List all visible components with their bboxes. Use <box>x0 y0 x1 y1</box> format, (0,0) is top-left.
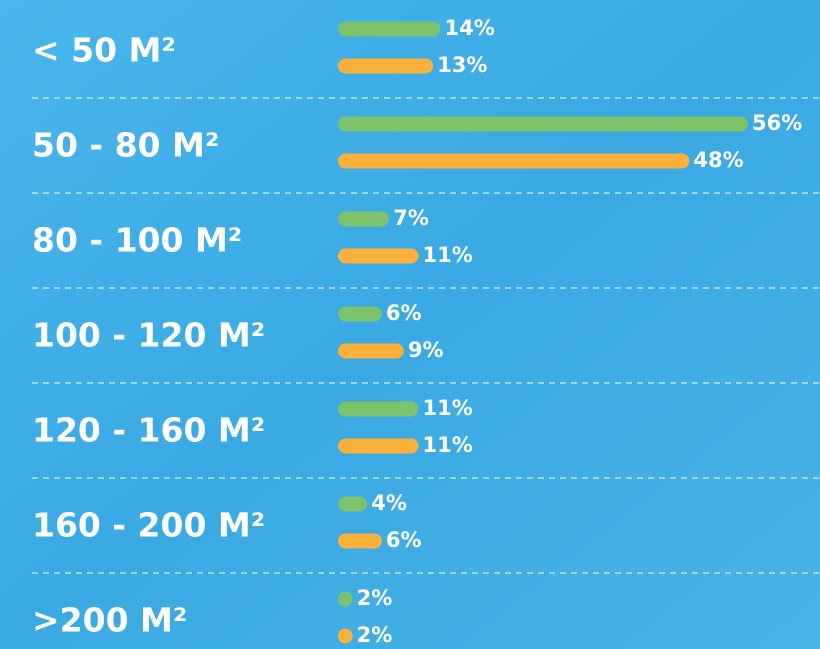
bar <box>338 343 404 359</box>
category-label: >200 M² <box>32 601 187 640</box>
category-label: 160 - 200 M² <box>32 506 265 545</box>
bar <box>338 401 419 417</box>
bar <box>338 496 368 512</box>
plot: < 50 M² 14% 13% 50 - 80 M² 56% 48% 80 - 100 M²… <box>32 16 820 647</box>
bar <box>338 628 353 644</box>
value-label: 7% <box>393 206 429 230</box>
category-label: < 50 M² <box>32 31 176 70</box>
category-label: 120 - 160 M² <box>32 411 265 450</box>
value-label: 11% <box>423 396 473 420</box>
value-label: 14% <box>445 16 495 40</box>
value-label: 56% <box>752 111 802 135</box>
value-label: 2% <box>357 586 393 610</box>
bar <box>338 306 382 322</box>
value-label: 13% <box>437 53 487 77</box>
category-label: 100 - 120 M² <box>32 316 265 355</box>
value-label: 6% <box>386 528 422 552</box>
value-label: 48% <box>693 148 743 172</box>
value-label: 6% <box>386 301 422 325</box>
value-label: 4% <box>371 491 407 515</box>
bar <box>338 21 441 37</box>
bar <box>338 211 390 227</box>
bar <box>338 153 690 169</box>
bar <box>338 591 353 607</box>
bar <box>338 248 419 264</box>
value-label: 11% <box>423 243 473 267</box>
bar <box>338 116 748 132</box>
bar <box>338 438 419 454</box>
category-label: 80 - 100 M² <box>32 221 242 260</box>
bar <box>338 58 434 74</box>
value-label: 11% <box>423 433 473 457</box>
bar <box>338 533 382 549</box>
value-label: 9% <box>408 338 444 362</box>
value-label: 2% <box>357 623 393 647</box>
category-label: 50 - 80 M² <box>32 126 219 165</box>
